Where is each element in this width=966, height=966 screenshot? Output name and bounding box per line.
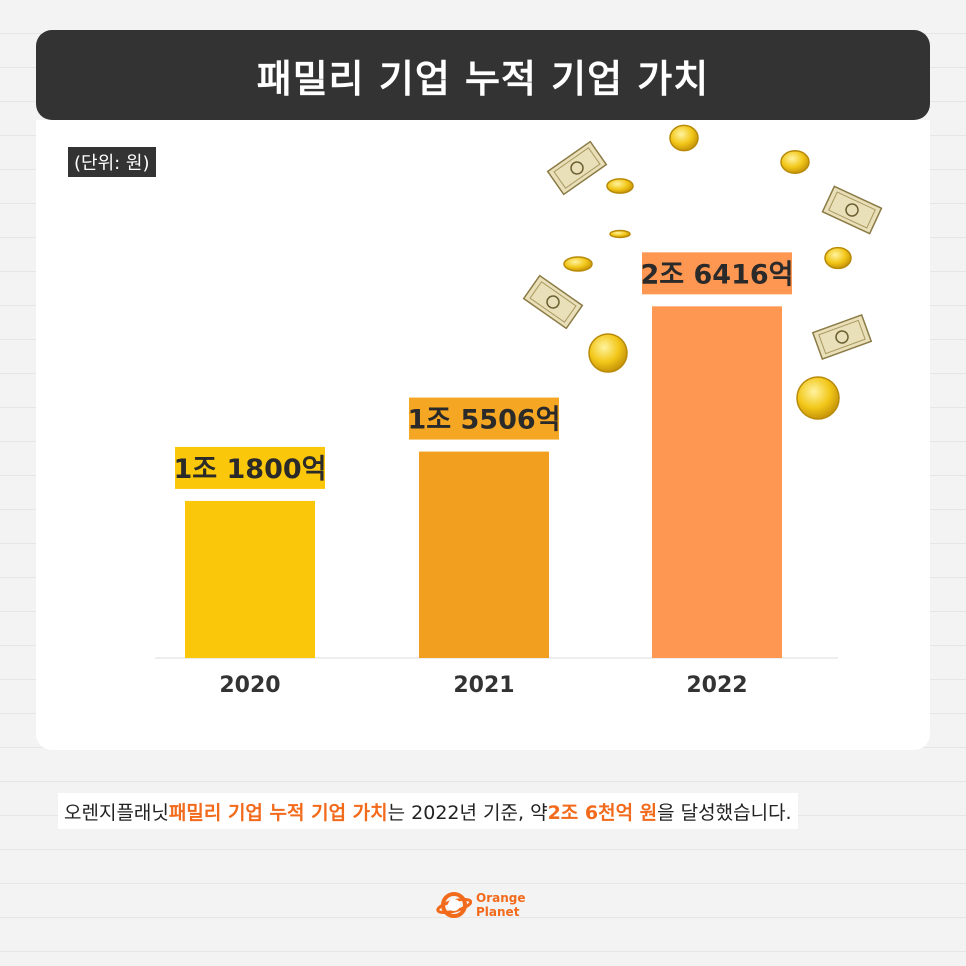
caption-text-1: 오렌지플래닛 [64, 801, 169, 824]
coin-icon [606, 178, 634, 194]
caption: 오렌지플래닛 패밀리 기업 누적 기업 가치 는 2022년 기준, 약 2조 … [58, 793, 798, 829]
data-label-bg-2022 [642, 252, 792, 295]
bar-2021 [419, 451, 549, 658]
caption-text-2: 는 2022년 기준, 약 [387, 801, 548, 824]
coin-icon [588, 333, 628, 373]
data-label-bg-2020 [175, 446, 325, 489]
banknote-icon [522, 274, 584, 330]
coin-icon [669, 124, 699, 152]
x-tick-2020: 2020 [219, 673, 280, 698]
planet-logo-icon [436, 892, 472, 918]
data-label-2020: 1조 1800억 [173, 454, 326, 485]
coin-icon [796, 376, 840, 420]
banknote-icon [811, 313, 873, 361]
caption-highlight-2: 2조 6천억 원 [547, 801, 658, 824]
logo-line-2: Planet [476, 905, 520, 919]
page-title: 패밀리 기업 누적 기업 가치 [256, 56, 710, 101]
logo-line-1: Orange [476, 891, 526, 905]
coin-icon [563, 256, 593, 272]
banknote-icon [546, 140, 608, 196]
coin-icon [609, 229, 631, 239]
x-tick-2021: 2021 [453, 673, 514, 698]
bar-2022 [652, 306, 782, 658]
brand-logo: Orange Planet [436, 887, 526, 923]
caption-text-3: 을 달성했습니다. [657, 801, 792, 824]
banknote-icon [821, 185, 883, 235]
coin-icon [824, 246, 852, 270]
unit-label: (단위: 원) [68, 147, 156, 177]
title-bar: 패밀리 기업 누적 기업 가치 [36, 30, 930, 120]
caption-highlight-1: 패밀리 기업 누적 기업 가치 [168, 801, 388, 824]
coin-icon [780, 150, 810, 174]
x-tick-2022: 2022 [686, 673, 747, 698]
decorations [522, 124, 883, 420]
data-label-2021: 1조 5506억 [407, 405, 560, 436]
bar-2020 [185, 500, 315, 658]
data-label-2022: 2조 6416억 [640, 259, 793, 290]
data-label-bg-2021 [409, 397, 559, 440]
